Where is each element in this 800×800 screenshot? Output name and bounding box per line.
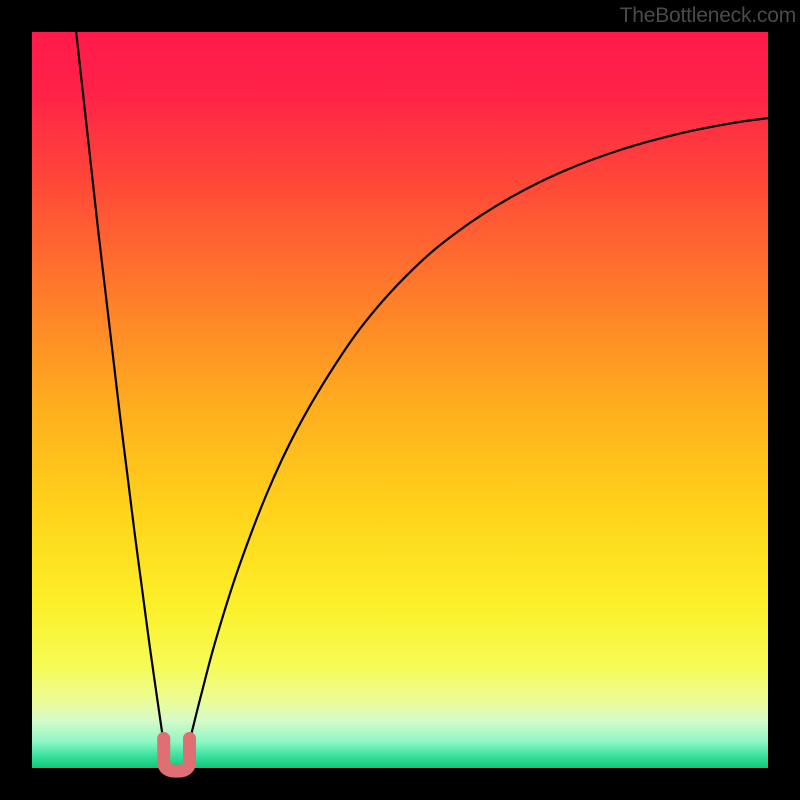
valley-dots xyxy=(157,732,196,745)
curve-layer xyxy=(0,0,800,800)
watermark-text: TheBottleneck.com xyxy=(620,4,796,28)
chart-root: TheBottleneck.com xyxy=(0,0,800,800)
bottleneck-curve xyxy=(76,32,768,766)
